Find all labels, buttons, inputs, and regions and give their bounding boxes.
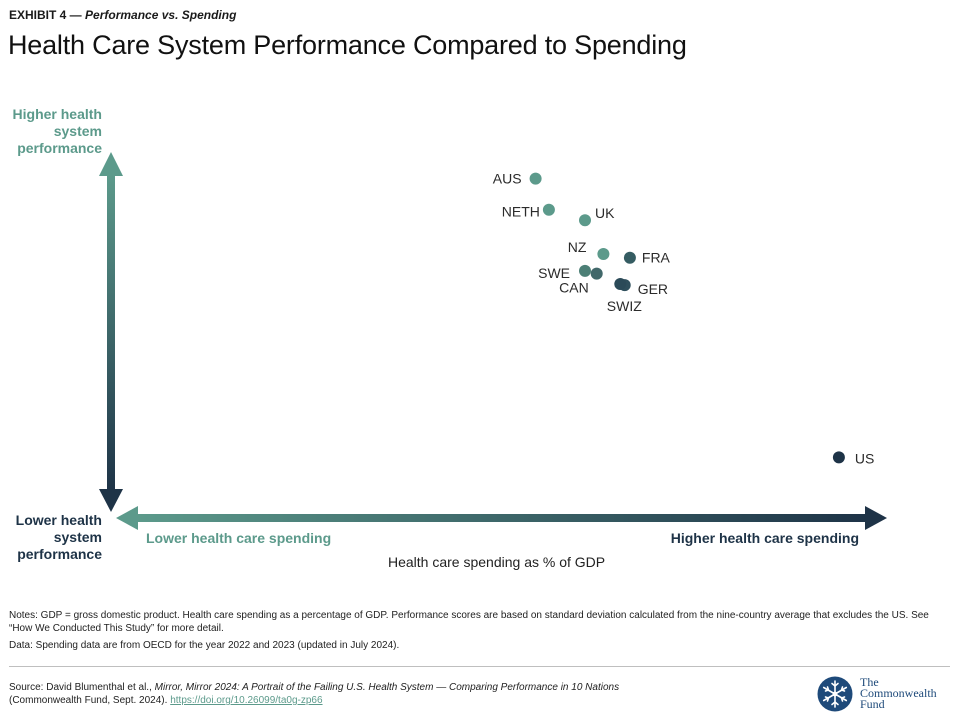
point-label-swiz: SWIZ: [607, 298, 642, 314]
logo-line-1: The: [860, 675, 879, 689]
logo-line-2: Commonwealth: [860, 686, 937, 700]
exhibit-label: EXHIBIT 4 — Performance vs. Spending: [9, 8, 236, 22]
point-us: [832, 451, 845, 464]
point-label-us: US: [855, 450, 874, 466]
x-axis-arrow-left: [116, 506, 138, 530]
footer-divider: [9, 666, 950, 667]
source-link[interactable]: https://doi.org/10.26099/ta0g-zp66: [170, 695, 323, 706]
point-label-ger: GER: [638, 281, 668, 297]
point-neth: [542, 203, 555, 216]
exhibit-number: EXHIBIT 4 —: [9, 8, 82, 22]
source-title: Mirror, Mirror 2024: A Portrait of the F…: [154, 682, 620, 693]
point-label-uk: UK: [595, 205, 615, 221]
point-label-aus: AUS: [493, 171, 522, 187]
y-axis-arrow-up: [99, 152, 123, 176]
y-axis-shaft: [107, 174, 115, 492]
point-label-can: CAN: [559, 280, 589, 296]
point-aus: [529, 172, 542, 185]
notes-text: Notes: GDP = gross domestic product. Hea…: [9, 610, 929, 634]
point-label-nz: NZ: [568, 239, 587, 255]
point-swiz: [614, 278, 627, 290]
x-axis-arrow-right: [865, 506, 887, 530]
point-label-neth: NETH: [502, 204, 540, 220]
source-prefix: Source: David Blumenthal et al.,: [9, 682, 155, 693]
snowflake-icon: [817, 676, 853, 712]
commonwealth-fund-logo: The Commonwealth Fund: [817, 676, 957, 716]
exhibit-subtitle: Performance vs. Spending: [85, 8, 237, 22]
point-uk: [579, 214, 591, 227]
chart-title: Health Care System Performance Compared …: [8, 30, 687, 60]
point-nz: [597, 248, 610, 260]
point-swe: [579, 264, 591, 277]
x-axis-high-label: Higher health care spending: [670, 530, 859, 546]
data-note: Data: Spending data are from OECD for th…: [9, 640, 400, 651]
x-axis-shaft: [136, 514, 867, 522]
y-axis-low-label: Lower health system performance: [15, 512, 102, 562]
point-label-fra: FRA: [642, 250, 671, 266]
point-fra: [623, 251, 636, 264]
y-axis-arrow-down: [99, 489, 123, 512]
x-axis-title: Health care spending as % of GDP: [388, 554, 606, 570]
y-axis-high-label: Higher health system performance: [12, 106, 102, 156]
logo-line-3: Fund: [860, 697, 885, 711]
point-can: [590, 267, 603, 280]
x-axis-low-label: Lower health care spending: [146, 530, 332, 546]
source-block: Source: David Blumenthal et al., Mirror,…: [9, 681, 789, 707]
logo-wordmark: The Commonwealth Fund: [860, 675, 937, 711]
notes-block: Notes: GDP = gross domestic product. Hea…: [9, 609, 954, 652]
source-publisher: (Commonwealth Fund, Sept. 2024).: [9, 695, 171, 706]
point-label-swe: SWE: [538, 265, 570, 281]
